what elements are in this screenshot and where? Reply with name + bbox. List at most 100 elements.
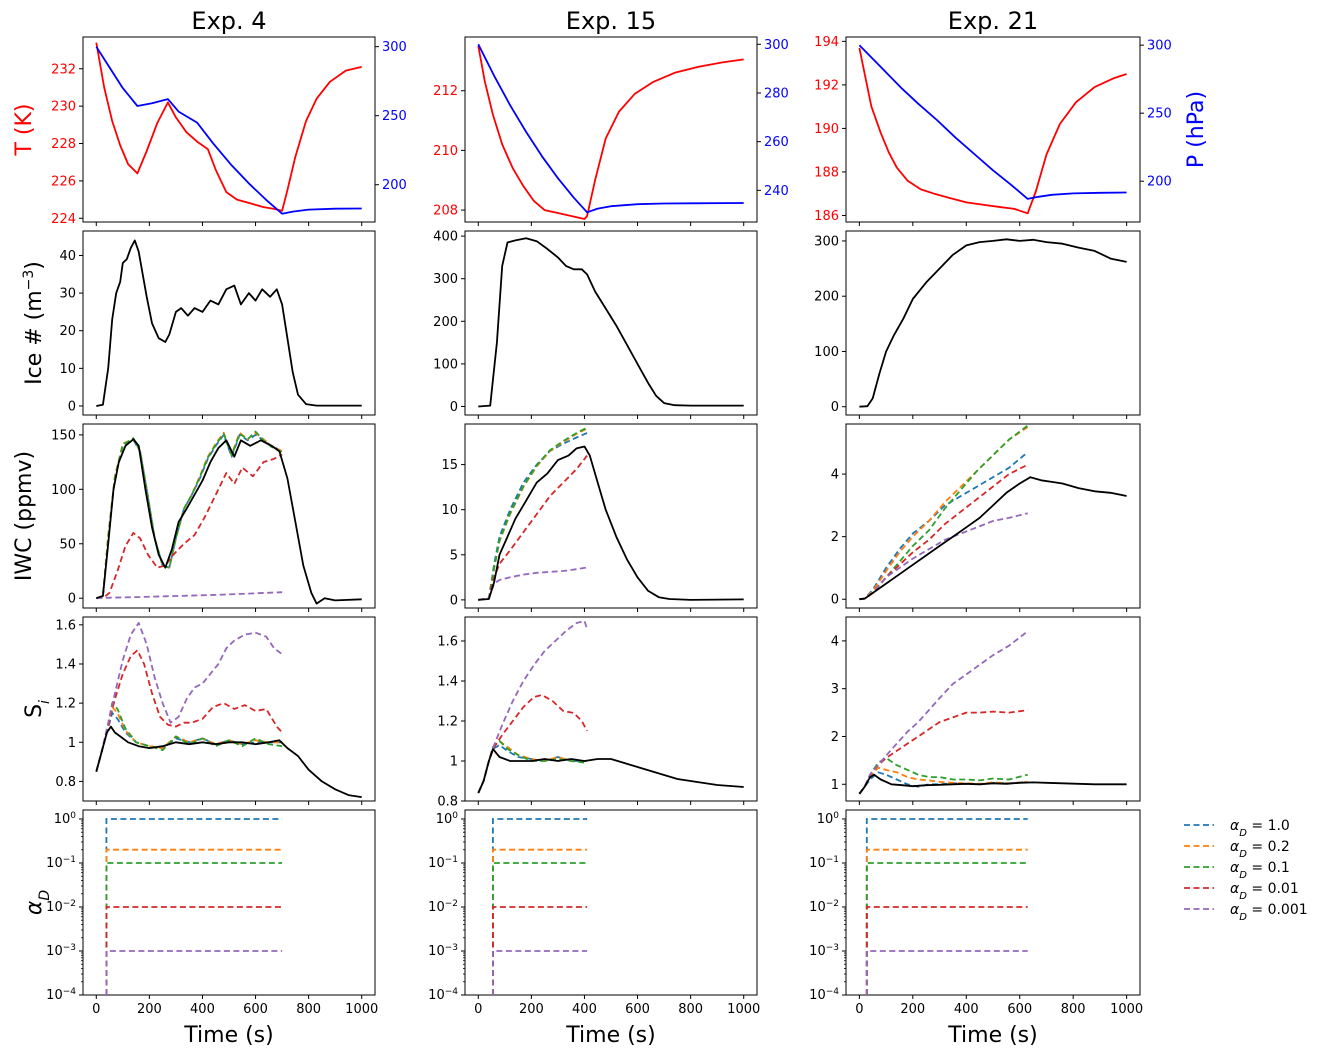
- axes-frame-r4-c1: [464, 809, 758, 996]
- x-axis-label-0: Time (s): [183, 1023, 273, 1048]
- alpha-line-2: [105, 862, 283, 995]
- axes-frame-r4-c0: [82, 809, 376, 996]
- y-tick-label: 2: [831, 730, 839, 745]
- y-axis-label-iwc: IWC (ppmv): [12, 451, 37, 581]
- model-line-0: [478, 432, 588, 601]
- axes-frame-r0-c2: [845, 36, 1141, 223]
- y-tick-label: 10: [441, 503, 458, 518]
- model-line-4: [477, 620, 588, 794]
- observation-line: [478, 445, 744, 601]
- model-line-3: [858, 709, 1028, 795]
- model-line-1: [859, 426, 1029, 601]
- legend-label-2: αD = 0.1: [1230, 860, 1290, 881]
- y-tick-label: 0: [831, 593, 839, 608]
- x-tick-label: 200: [519, 1002, 544, 1017]
- x-tick-label: 600: [1007, 1002, 1032, 1017]
- model-line-4: [858, 630, 1029, 795]
- axes-frame-r0-c1: [464, 36, 758, 223]
- y-tick-label: 100: [817, 811, 840, 827]
- y-tick-label: 0: [831, 400, 839, 415]
- y2-tick-label: 200: [382, 178, 407, 193]
- pressure-line: [858, 44, 1127, 200]
- y-tick-label: 190: [814, 122, 839, 137]
- axes-frame-r1-c1: [464, 230, 758, 416]
- y-axis-label-si: Si: [22, 700, 53, 718]
- column-title-0: Exp. 4: [191, 7, 266, 35]
- model-line-3: [96, 453, 283, 600]
- observation-line: [96, 438, 362, 605]
- x-tick-label: 400: [190, 1002, 215, 1017]
- y-tick-label: 0.8: [55, 775, 76, 790]
- y-tick-label: 2: [831, 530, 839, 545]
- y-tick-label: 10: [59, 362, 76, 377]
- y-tick-label: 226: [51, 174, 76, 189]
- y-tick-label: 150: [51, 428, 76, 443]
- y-tick-label: 1.2: [55, 697, 76, 712]
- model-line-2: [96, 430, 283, 600]
- x-tick-label: 0: [474, 1002, 482, 1017]
- y2-tick-label: 200: [1147, 175, 1172, 190]
- y-tick-label: 50: [59, 537, 76, 552]
- y2-tick-label: 250: [1147, 107, 1172, 122]
- y-axis-label-alpha: αD: [22, 890, 53, 916]
- model-line-1: [96, 431, 283, 600]
- axes-frame-r0-c0: [82, 36, 376, 223]
- y-tick-label: 186: [814, 209, 839, 224]
- y-tick-label: 10−1: [46, 855, 76, 871]
- model-line-2: [859, 424, 1029, 601]
- y-tick-label: 224: [51, 212, 76, 227]
- x-axis-label-2: Time (s): [947, 1023, 1037, 1048]
- observation-line: [859, 238, 1127, 408]
- model-line-4: [95, 622, 283, 772]
- y-tick-label: 10−4: [428, 987, 458, 1003]
- y-tick-label: 10−2: [809, 899, 839, 915]
- model-line-3: [95, 649, 283, 772]
- y-tick-label: 194: [814, 35, 839, 50]
- axes-frame-r4-c2: [845, 809, 1141, 996]
- y-tick-label: 0: [68, 399, 76, 414]
- x-tick-label: 200: [137, 1002, 162, 1017]
- y-tick-label: 1: [831, 778, 839, 793]
- y-tick-label: 230: [51, 100, 76, 115]
- y-tick-label: 40: [59, 249, 76, 264]
- model-line-2: [478, 426, 588, 601]
- observation-line: [477, 748, 744, 794]
- temperature-line: [477, 45, 744, 220]
- axes-frame-r1-c0: [82, 230, 376, 416]
- y2-tick-label: 300: [382, 40, 407, 55]
- x-tick-label: 1000: [1110, 1002, 1143, 1017]
- axes-frame-r2-c2: [845, 423, 1141, 609]
- y-tick-label: 1.4: [55, 657, 76, 672]
- pressure-line: [95, 46, 362, 215]
- y-tick-label: 192: [814, 78, 839, 93]
- observation-line: [95, 725, 362, 798]
- y-tick-label: 212: [433, 84, 458, 99]
- observation-line: [96, 239, 362, 407]
- model-line-4: [478, 566, 588, 601]
- y-tick-label: 400: [433, 230, 458, 245]
- legend-label-3: αD = 0.01: [1230, 881, 1299, 902]
- y-tick-label: 210: [433, 144, 458, 159]
- y-tick-label: 188: [814, 165, 839, 180]
- y-tick-label: 1.6: [55, 618, 76, 633]
- y-tick-label: 100: [54, 811, 77, 827]
- y-tick-label: 0: [68, 592, 76, 607]
- alpha-line-2: [492, 862, 588, 995]
- y-tick-label: 10−1: [809, 855, 839, 871]
- y-tick-label: 1.6: [437, 635, 458, 650]
- y2-tick-label: 260: [764, 135, 789, 150]
- y-tick-label: 10−2: [428, 899, 458, 915]
- observation-line: [858, 773, 1127, 795]
- y-tick-label: 10−3: [428, 943, 458, 959]
- y-tick-label: 5: [450, 548, 458, 563]
- x-tick-label: 800: [1061, 1002, 1086, 1017]
- y-tick-label: 10−2: [46, 899, 76, 915]
- y-tick-label: 200: [814, 290, 839, 305]
- y-tick-label: 100: [436, 811, 459, 827]
- y-tick-label: 10−1: [428, 855, 458, 871]
- alpha-line-4: [865, 950, 1028, 995]
- model-line-4: [859, 512, 1028, 601]
- y-tick-label: 10−4: [46, 987, 76, 1003]
- y-tick-label: 10−4: [809, 987, 839, 1003]
- column-title-2: Exp. 21: [948, 7, 1038, 35]
